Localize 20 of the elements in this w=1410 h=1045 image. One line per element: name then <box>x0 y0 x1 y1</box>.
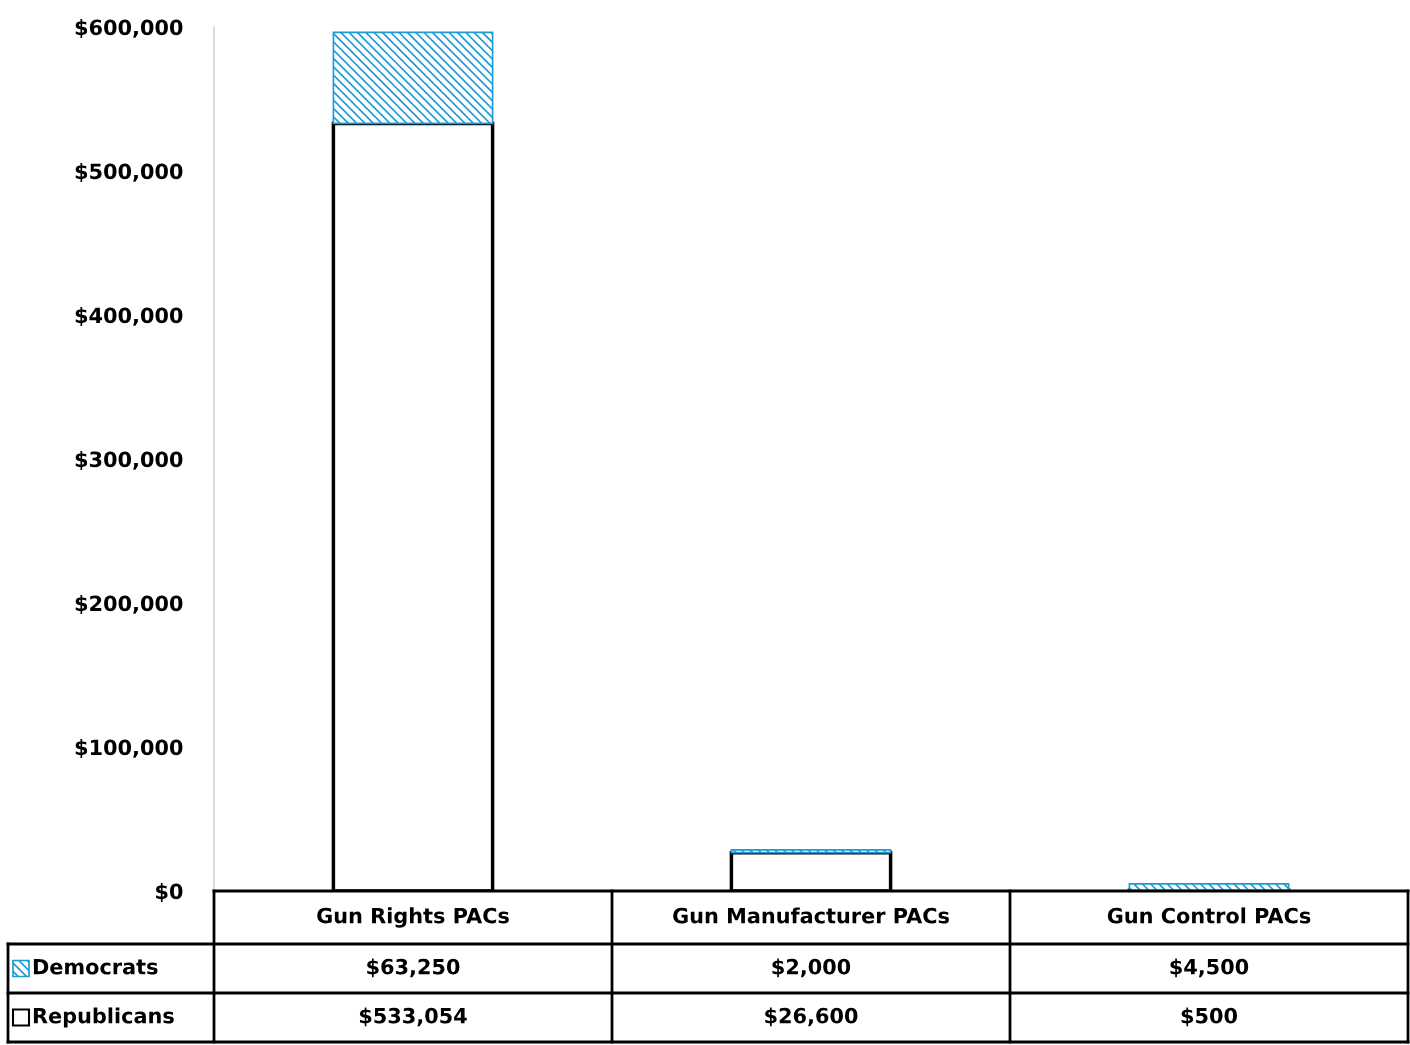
y-tick-label: $200,000 <box>75 595 183 614</box>
data-label: $63,250 <box>367 958 460 978</box>
y-tick-label: $500,000 <box>75 163 183 182</box>
data-label: $533,054 <box>359 1007 467 1027</box>
data-label: $4,500 <box>1170 958 1249 978</box>
data-label: $2,000 <box>772 958 851 978</box>
y-tick-label: $300,000 <box>75 451 183 470</box>
y-tick-label: $0 <box>156 883 183 902</box>
x-tick-label: Gun Manufacturer PACs <box>673 907 949 924</box>
y-tick-label: $100,000 <box>75 739 183 758</box>
bar <box>730 848 892 854</box>
legend-label: Republicans <box>33 1007 174 1028</box>
y-tick-label: $400,000 <box>75 307 183 326</box>
y-tick-label: $600,000 <box>75 19 183 38</box>
bar <box>332 31 494 125</box>
x-tick-label: Gun Control PACs <box>1107 907 1311 924</box>
legend-label: Democrats <box>33 959 158 975</box>
x-tick-label: Gun Rights PACs <box>317 907 509 928</box>
data-label: $500 <box>1181 1007 1237 1027</box>
data-label: $26,600 <box>765 1007 858 1027</box>
